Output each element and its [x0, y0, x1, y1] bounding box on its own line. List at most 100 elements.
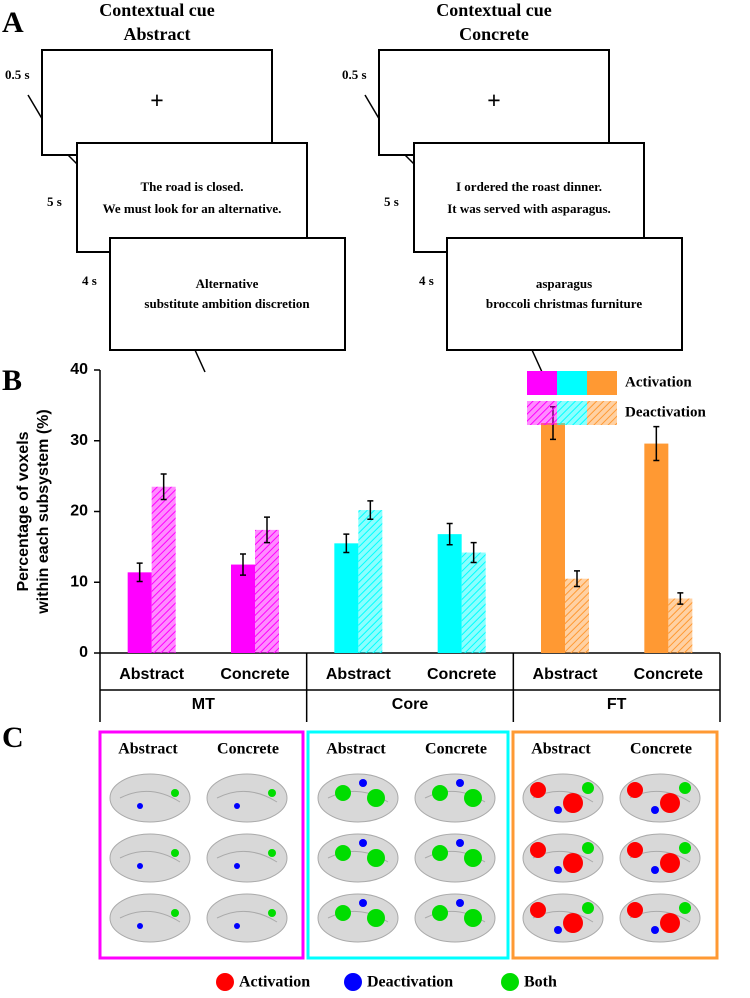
word: substitute ambition discretion — [144, 296, 310, 311]
activation-blob — [627, 902, 643, 918]
brain-fold — [216, 790, 278, 803]
brain-fold — [216, 850, 278, 863]
bar — [127, 572, 152, 653]
duration: 0.5 s — [342, 67, 367, 82]
legend-label: Deactivation — [625, 404, 706, 420]
y-tick-label: 40 — [70, 361, 88, 378]
activation-blob — [530, 842, 546, 858]
activation-blob — [456, 899, 464, 907]
activation-blob — [563, 913, 583, 933]
bar — [541, 423, 565, 653]
brain — [317, 893, 399, 943]
activation-blob — [679, 782, 691, 794]
brain-fold — [119, 910, 181, 923]
stimulus-screen — [109, 237, 346, 351]
panel-label: C — [2, 721, 24, 754]
x-tick-label: Concrete — [220, 666, 289, 683]
brain — [109, 833, 191, 883]
activation-blob — [464, 789, 482, 807]
legend-swatch — [557, 371, 587, 395]
activation-blob — [234, 863, 240, 869]
word: broccoli christmas furniture — [486, 296, 642, 311]
activation-blob — [335, 905, 351, 921]
brain-fold — [119, 850, 181, 863]
activation-blob — [464, 909, 482, 927]
column-label: Abstract — [118, 741, 178, 758]
bar — [437, 534, 462, 653]
activation-blob — [651, 806, 659, 814]
error-bar — [136, 562, 143, 583]
sentence: The road is closed. — [140, 179, 243, 194]
fixation: + — [150, 89, 164, 115]
subsystem-box — [98, 730, 305, 960]
activation-blob — [660, 853, 680, 873]
duration: 4 s — [419, 273, 434, 288]
brain-fold — [216, 910, 278, 923]
duration: 5 s — [47, 194, 62, 209]
brain — [317, 833, 399, 883]
activation-blob — [582, 902, 594, 914]
bar — [255, 529, 279, 653]
stimulus-screen — [76, 142, 308, 253]
legend-label: Activation — [625, 374, 692, 390]
activation-blob — [432, 845, 448, 861]
column-label: Abstract — [326, 741, 386, 758]
duration: 5 s — [384, 194, 399, 209]
brain — [206, 893, 288, 943]
error-bar — [653, 425, 660, 462]
bar — [461, 552, 486, 653]
activation-blob — [464, 849, 482, 867]
activation-blob — [171, 789, 179, 797]
group-label: Core — [392, 696, 429, 713]
bar — [334, 543, 359, 653]
brain — [619, 833, 701, 883]
bar — [668, 598, 693, 653]
activation-blob — [268, 909, 276, 917]
activation-blob — [335, 845, 351, 861]
word: asparagus — [536, 276, 592, 291]
fixation: + — [487, 89, 501, 115]
legend-dot — [501, 973, 519, 991]
activation-blob — [137, 923, 143, 929]
activation-blob — [582, 842, 594, 854]
x-tick-label: Concrete — [427, 666, 496, 683]
activation-blob — [563, 853, 583, 873]
activation-blob — [530, 782, 546, 798]
brain — [109, 773, 191, 823]
activation-blob — [359, 899, 367, 907]
legend-dot — [344, 973, 362, 991]
error-bar — [240, 553, 246, 576]
cue-title: Contextual cue — [99, 0, 215, 20]
activation-blob — [234, 803, 240, 809]
legend-swatch — [527, 371, 557, 395]
time-arrow — [531, 349, 543, 373]
error-bar — [264, 516, 270, 544]
column-label: Abstract — [531, 741, 591, 758]
stimulus-screen — [378, 49, 610, 156]
error-bar — [677, 592, 684, 605]
duration: 4 s — [82, 273, 97, 288]
activation-blob — [432, 785, 448, 801]
legend-swatch — [587, 371, 617, 395]
bar — [644, 443, 669, 653]
activation-blob — [627, 842, 643, 858]
activation-blob — [171, 909, 179, 917]
bar — [358, 510, 383, 653]
error-bar — [367, 500, 374, 521]
brain — [522, 773, 604, 823]
legend-swatch — [587, 401, 617, 425]
brain-fold — [119, 790, 181, 803]
activation-blob — [651, 866, 659, 874]
panel-label: B — [2, 364, 22, 397]
legend-label: Deactivation — [367, 974, 453, 991]
activation-blob — [456, 839, 464, 847]
activation-blob — [627, 782, 643, 798]
legend-label: Both — [524, 974, 557, 991]
activation-blob — [456, 779, 464, 787]
activation-blob — [268, 789, 276, 797]
activation-blob — [563, 793, 583, 813]
legend-dot — [216, 973, 234, 991]
activation-blob — [268, 849, 276, 857]
cue: Abstract — [124, 24, 191, 44]
y-tick-label: 30 — [70, 432, 88, 449]
